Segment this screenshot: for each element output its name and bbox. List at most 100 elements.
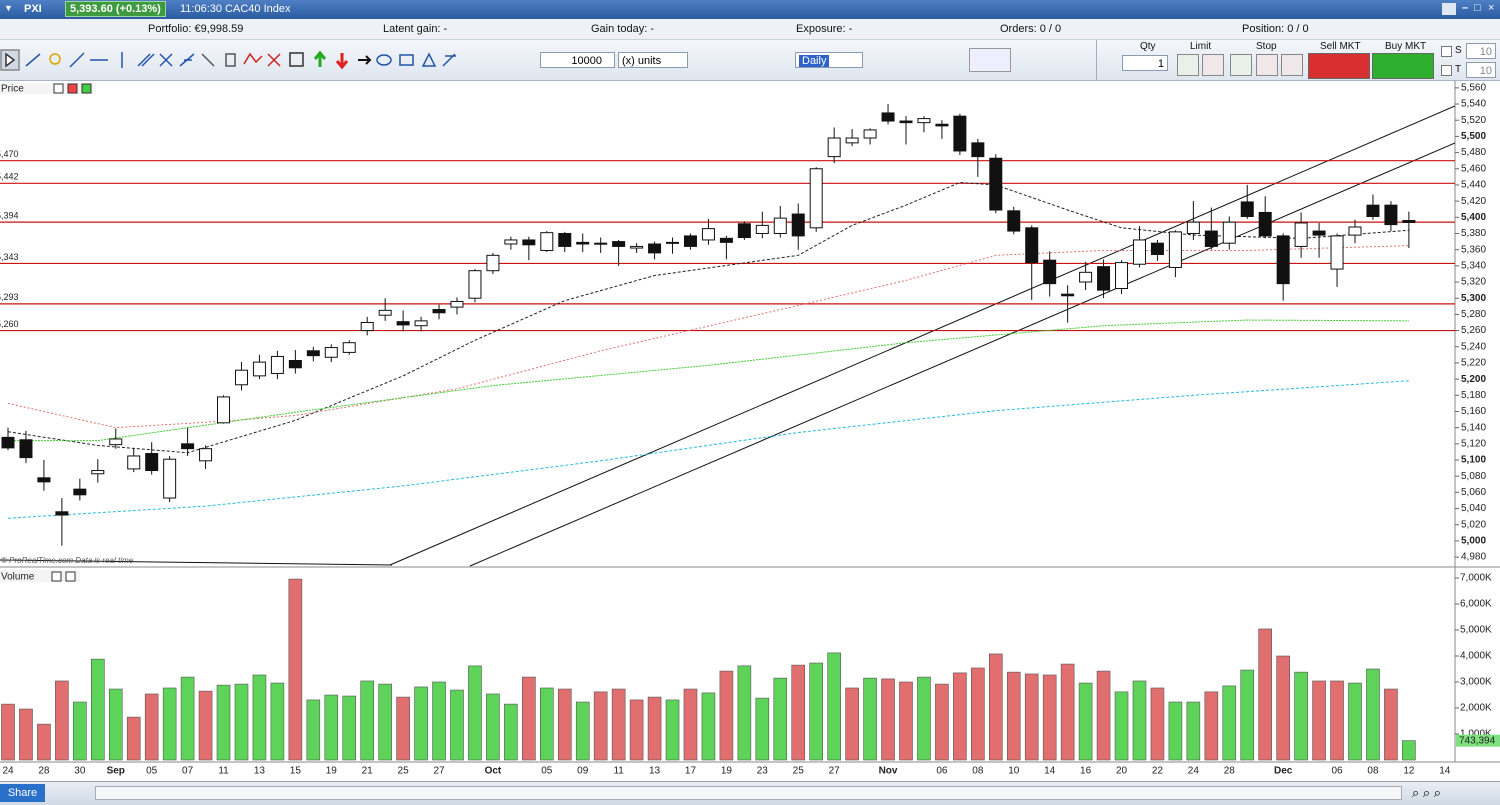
t-label: T bbox=[1455, 64, 1462, 75]
y-tick-label: 2,000K bbox=[1460, 703, 1492, 714]
units-select[interactable]: (x) units bbox=[618, 52, 688, 68]
volume-bar bbox=[162, 687, 177, 761]
scrollbar[interactable] bbox=[95, 786, 1402, 800]
candle-body bbox=[899, 120, 913, 124]
stop-sell-2[interactable] bbox=[1281, 54, 1303, 76]
x-tick-label: 10 bbox=[1008, 766, 1020, 777]
candle-body bbox=[809, 168, 823, 229]
y-tick-label: 5,400 bbox=[1461, 212, 1486, 223]
t-checkbox[interactable] bbox=[1441, 65, 1452, 76]
minimize[interactable]: – bbox=[1462, 2, 1469, 14]
volume-bar bbox=[845, 687, 859, 761]
y-tick-label: 6,000K bbox=[1460, 599, 1492, 610]
candle-body bbox=[55, 511, 69, 516]
volume-bar bbox=[468, 665, 482, 761]
volume-bar bbox=[683, 688, 698, 761]
candle-body bbox=[1, 436, 15, 449]
volume-bar bbox=[773, 677, 788, 761]
zoom-buttons[interactable]: ⌕ ⌕ ⌕ bbox=[1412, 785, 1442, 800]
candle-body bbox=[1079, 271, 1093, 283]
maximize[interactable]: □ bbox=[1474, 2, 1481, 14]
panel-icon[interactable] bbox=[53, 83, 64, 94]
volume-bar bbox=[1096, 670, 1111, 761]
gain-today: Gain today: - bbox=[591, 23, 654, 35]
drawing-tools[interactable] bbox=[0, 40, 470, 80]
volume-bar bbox=[234, 683, 249, 761]
moving-average bbox=[8, 319, 1409, 442]
y-tick-label: 5,240 bbox=[1461, 341, 1486, 352]
candle-body bbox=[863, 129, 877, 139]
volume-bar bbox=[593, 691, 608, 761]
y-tick-label: 5,120 bbox=[1461, 438, 1486, 449]
volume-bar bbox=[1114, 691, 1129, 761]
indicator-button[interactable] bbox=[969, 48, 1011, 72]
candle-body bbox=[504, 239, 518, 245]
s-input[interactable]: 10 bbox=[1466, 43, 1496, 59]
buy-button[interactable] bbox=[1372, 53, 1434, 79]
candle-body bbox=[845, 137, 859, 144]
buy-label: Buy MKT bbox=[1385, 41, 1427, 52]
x-tick-label: 20 bbox=[1116, 766, 1128, 777]
volume-bar bbox=[755, 697, 770, 761]
y-tick-label: 1,000K bbox=[1460, 729, 1492, 740]
s-checkbox[interactable] bbox=[1441, 46, 1452, 57]
candle-body bbox=[414, 320, 428, 327]
price-level-label: 5,343 bbox=[0, 252, 19, 262]
candle-body bbox=[288, 360, 302, 369]
sell-button[interactable] bbox=[1308, 53, 1370, 79]
panel-icon[interactable] bbox=[81, 83, 92, 94]
y-tick-label: 5,300 bbox=[1461, 293, 1486, 304]
candle-body bbox=[145, 453, 159, 472]
volume-bar bbox=[988, 653, 1003, 761]
candle-body bbox=[971, 142, 985, 158]
menu-arrow[interactable]: ▼ bbox=[4, 3, 13, 13]
candle-body bbox=[701, 228, 715, 241]
toolbar: 10000 (x) units Daily Qty 1 Limit Stop S… bbox=[0, 40, 1500, 81]
volume-title: Volume bbox=[1, 572, 35, 583]
candle-body bbox=[199, 448, 213, 462]
exposure: Exposure: - bbox=[796, 23, 853, 35]
panel-icon[interactable] bbox=[65, 571, 76, 582]
y-tick-label: 5,140 bbox=[1461, 422, 1486, 433]
portfolio: Portfolio: €9,998.59 bbox=[148, 23, 244, 35]
stop-buy[interactable] bbox=[1230, 54, 1252, 76]
price-panel: 5,470 5,442 5,394 5,343 5,293 5,260 bbox=[0, 104, 1455, 567]
panel-icon[interactable] bbox=[67, 83, 78, 94]
period-select[interactable]: Daily bbox=[795, 52, 863, 68]
x-tick-label: 23 bbox=[757, 766, 769, 777]
y-tick-label: 5,480 bbox=[1461, 147, 1486, 158]
close[interactable]: × bbox=[1488, 2, 1495, 14]
share-button[interactable]: Share bbox=[0, 784, 45, 802]
x-tick-label: 25 bbox=[398, 766, 410, 777]
trend-line bbox=[469, 142, 1455, 567]
candle-body bbox=[917, 118, 931, 124]
price-level-label: 5,470 bbox=[0, 149, 19, 159]
t-input[interactable]: 10 bbox=[1466, 62, 1496, 78]
volume-bar bbox=[1168, 701, 1183, 761]
panel-icon[interactable] bbox=[51, 571, 62, 582]
limit-buy[interactable] bbox=[1177, 54, 1199, 76]
chart-background bbox=[0, 81, 1500, 781]
volume-bar bbox=[504, 703, 518, 761]
volume-bar bbox=[324, 694, 339, 761]
candle-body bbox=[1240, 201, 1254, 217]
volume-bar bbox=[450, 689, 464, 761]
volume-bar bbox=[1186, 701, 1201, 761]
volume-bar bbox=[306, 699, 321, 761]
x-tick-label: 25 bbox=[793, 766, 805, 777]
volume-bar bbox=[737, 665, 752, 761]
limit-sell[interactable] bbox=[1202, 54, 1224, 76]
stop-sell[interactable] bbox=[1256, 54, 1278, 76]
volume-bar bbox=[1042, 674, 1057, 761]
candle-body bbox=[1168, 231, 1182, 268]
y-tick-label: 5,160 bbox=[1461, 406, 1486, 417]
volume-bar bbox=[611, 688, 626, 761]
menu-button[interactable] bbox=[1442, 3, 1456, 15]
quantity-input[interactable]: 10000 bbox=[540, 52, 615, 68]
candle-body bbox=[486, 254, 500, 272]
volume-bar bbox=[701, 692, 716, 761]
latent-gain: Latent gain: - bbox=[383, 23, 448, 35]
volume-bar bbox=[1, 703, 15, 761]
period: Daily bbox=[799, 55, 830, 67]
qty-input[interactable]: 1 bbox=[1122, 55, 1168, 71]
